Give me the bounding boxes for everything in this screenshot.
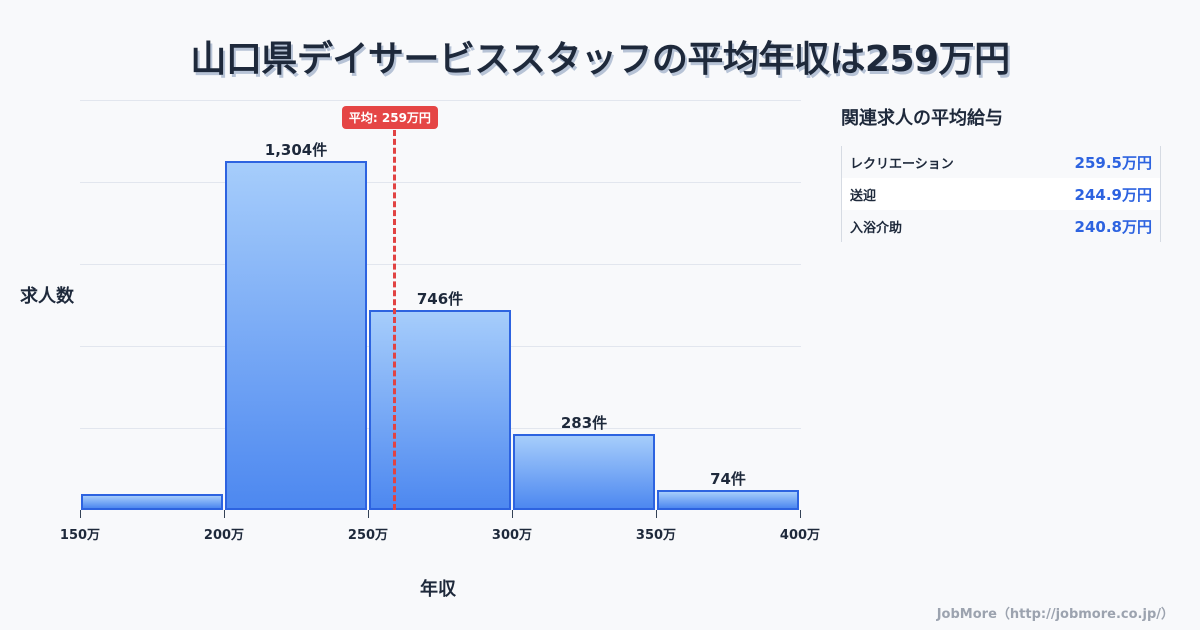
footer-credit: JobMore（http://jobmore.co.jp/） <box>936 607 1174 622</box>
x-tick-label: 250万 <box>347 528 389 543</box>
bar-value-label: 1,304件 <box>264 141 328 159</box>
histogram-chart: 1,304件 746件 283件 74件 150万 200万 250万 300万 350万 40… <box>20 100 821 600</box>
table-row: レクリエーション 259.5万円 <box>842 146 1160 178</box>
page-title: 山口県デイサービススタッフの平均年収は259万円 <box>190 39 1010 80</box>
salary-value: 259.5万円 <box>1074 153 1152 172</box>
job-name: 入浴介助 <box>850 220 903 236</box>
salary-value: 244.9万円 <box>1074 185 1152 204</box>
average-badge: 平均: 259万円 <box>341 106 438 129</box>
x-tick <box>368 510 369 518</box>
x-tick <box>800 510 801 518</box>
bar-value-label: 283件 <box>560 414 608 432</box>
x-tick <box>80 510 81 518</box>
x-axis-label: 年収 <box>420 579 456 600</box>
related-salary-table: レクリエーション 259.5万円 送迎 244.9万円 入浴介助 240.8万円 <box>841 146 1161 242</box>
bar-value-label: 746件 <box>416 290 464 308</box>
bar-value-label: 74件 <box>710 470 746 488</box>
x-tick-label: 150万 <box>59 528 101 543</box>
gridline <box>80 182 801 183</box>
salary-value: 240.8万円 <box>1074 217 1152 236</box>
table-row: 送迎 244.9万円 <box>842 178 1160 210</box>
x-tick-label: 300万 <box>491 528 533 543</box>
y-axis-label: 求人数 <box>20 286 74 307</box>
x-tick-label: 400万 <box>779 528 821 543</box>
histogram-bar <box>225 161 367 510</box>
gridline <box>80 100 801 101</box>
table-row: 入浴介助 240.8万円 <box>842 210 1160 242</box>
x-tick-label: 200万 <box>203 528 245 543</box>
histogram-bar <box>657 490 799 510</box>
x-tick <box>656 510 657 518</box>
related-salary-title: 関連求人の平均給与 <box>841 108 1003 129</box>
histogram-bar <box>81 494 223 510</box>
histogram-bar <box>369 310 511 510</box>
gridline <box>80 264 801 265</box>
x-tick <box>224 510 225 518</box>
x-tick <box>512 510 513 518</box>
x-tick-label: 350万 <box>635 528 677 543</box>
job-name: レクリエーション <box>850 156 954 172</box>
average-line <box>392 130 396 510</box>
job-name: 送迎 <box>850 188 877 204</box>
histogram-bar <box>513 434 655 510</box>
